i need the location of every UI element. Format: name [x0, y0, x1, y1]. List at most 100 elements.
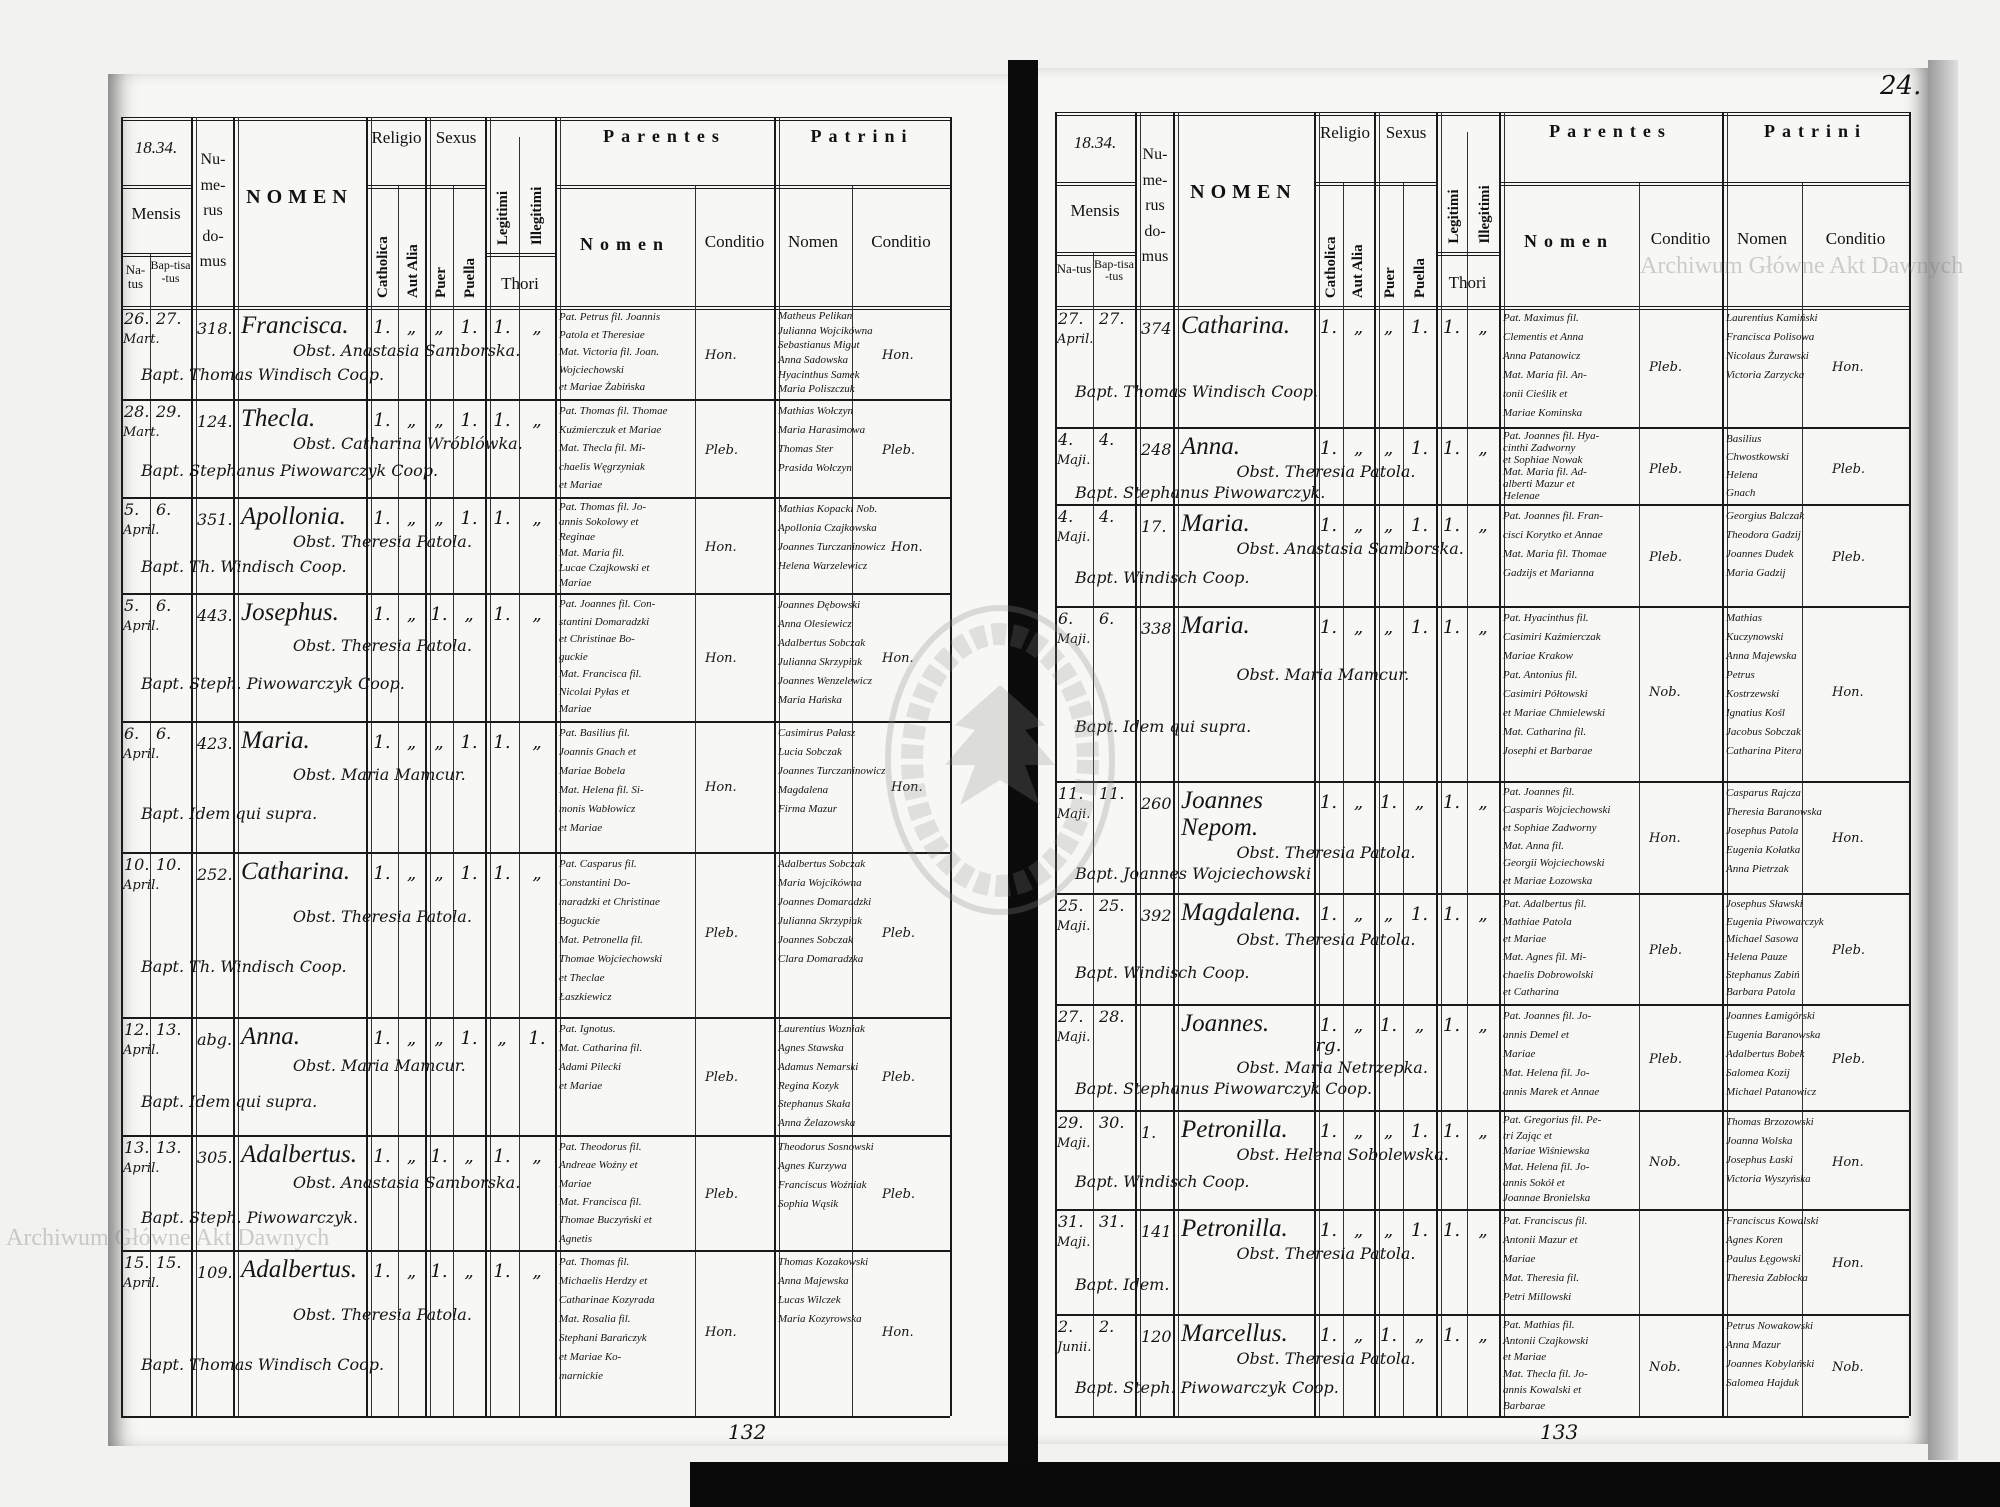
patrini-conditio-header: Conditio: [871, 232, 931, 252]
puer-header: Puer: [1382, 267, 1398, 298]
tally-mark: 1.: [1442, 617, 1461, 638]
child-name: Francisca.: [241, 312, 349, 339]
tally-mark: „: [434, 508, 444, 529]
tally-mark: 1.: [1442, 317, 1461, 338]
parentes-line: annis Kowalski et: [1503, 1383, 1582, 1396]
patrini-line: Nicolaus Żurawski: [1726, 350, 1809, 362]
numerus-domus-value: 338.: [1141, 619, 1177, 638]
mensis-value: Mart.: [123, 425, 160, 440]
tally-mark: „: [1383, 438, 1394, 459]
mensis-value: Maji.: [1057, 1235, 1091, 1250]
parentes-line: Pat. Mathias fil.: [1503, 1319, 1575, 1331]
tally-mark: 1.: [373, 1146, 391, 1167]
tally-mark: „: [1478, 438, 1488, 459]
column-line: [555, 117, 557, 1416]
parentes-line: Pat. Basilius fil.: [559, 727, 630, 739]
patrini-line: Maria Gadzij: [1726, 567, 1786, 579]
column-line: [1178, 112, 1179, 1416]
baptisatus-day: 13.: [156, 1020, 182, 1039]
baptizans-line: Bapt. Th. Windisch Coop.: [141, 956, 347, 976]
tally-mark: 1.: [1410, 617, 1429, 638]
column-line: [1314, 112, 1316, 1416]
scan-background: [690, 1462, 2000, 1507]
column-line: [1055, 112, 1057, 1416]
tally-mark: 1.: [493, 508, 511, 529]
rule-line: [1055, 1209, 1909, 1211]
obstetrix-line: Obst. Maria Netrzepka.: [1236, 1058, 1428, 1077]
parentes-line: Gadzijs et Marianna: [1503, 567, 1595, 579]
parentes-line: et Mariae: [1503, 933, 1547, 946]
obstetrix-line: Obst. Theresia Patola.: [292, 635, 472, 655]
tally-mark: „: [434, 732, 444, 753]
mensis-value: April.: [123, 523, 160, 538]
parentes-line: Pat. Antonius fil.: [1503, 669, 1578, 681]
parentes-line: Lucae Czajkowski et: [559, 561, 650, 574]
parentes-line: annis Demel et: [1503, 1029, 1569, 1041]
patrini-line: Thomas Kozakowski: [778, 1256, 869, 1268]
illegitimi-header: Illegitimi: [529, 186, 545, 246]
parentes-line: Mat. Anna fil.: [1503, 839, 1564, 852]
parentes-line: Mat. Thecla fil. Jo-: [1503, 1367, 1588, 1380]
tally-mark: 1.: [373, 1028, 391, 1049]
parentes-line: Helenae: [1503, 490, 1540, 502]
parentes-line: Josephi et Barbarae: [1503, 745, 1593, 757]
patrini-line: Anna Żelazowska: [778, 1117, 856, 1130]
mensis-value: April.: [123, 1161, 160, 1176]
mensis-value: Maji.: [1057, 919, 1091, 934]
tally-mark: „: [532, 604, 542, 625]
patrini-conditio: Hon.: [1832, 684, 1864, 700]
tally-mark: „: [1353, 438, 1364, 459]
baptizans-line: Bapt. Thomas Windisch Coop.: [141, 364, 385, 384]
natus-day: 26.: [124, 309, 150, 328]
parentes-line: Pat. Thomas fil.: [559, 1256, 630, 1268]
patrini-line: Helena Warzelewicz: [778, 560, 868, 572]
baptizans-line: Bapt. Stephanus Piwowarczyk.: [1075, 483, 1326, 502]
patrini-line: Agnes Stawska: [778, 1041, 844, 1054]
rule-line: [121, 117, 950, 121]
religio-header: Religio: [1319, 123, 1371, 142]
column-line: [779, 117, 780, 1416]
patrini-line: Helena Pauze: [1726, 951, 1788, 963]
patrini-line: Clara Domaradzka: [778, 953, 864, 965]
obstetrix-line: Obst. Theresia Patola.: [1236, 1244, 1416, 1263]
tally-mark: „: [434, 410, 444, 431]
patrini-line: Anna Majewska: [1726, 650, 1797, 662]
baptizans-line: Bapt. Th. Windisch Coop.: [141, 557, 347, 577]
parentes-line: annis Marek et Annae: [1503, 1086, 1600, 1098]
patrini-line: Joannes Turczaninowicz: [778, 541, 886, 553]
patrini-line: Michael Sasowa: [1726, 933, 1799, 946]
rule-line: [774, 185, 950, 190]
archive-watermark-left: Archiwum Główne Akt Dawnych: [6, 1225, 330, 1251]
parentes-line: Thomae Wojciechowski: [559, 953, 663, 965]
tally-mark: 1.: [430, 1261, 448, 1282]
rule-line: [1055, 1416, 1909, 1418]
baptizans-line: Bapt. Stephanus Piwowarczyk Coop.: [1075, 1079, 1373, 1098]
patrini-line: Laurentius Wozniak: [778, 1023, 865, 1035]
tally-mark: „: [464, 1146, 474, 1167]
patrini-line: Thomas Brzozowski: [1726, 1116, 1814, 1128]
legitimi-header: Legitimi: [1446, 189, 1462, 244]
patrini-conditio: Hon.: [1832, 1256, 1864, 1272]
mensis-value: April.: [1057, 332, 1094, 347]
column-line: [1436, 112, 1438, 1416]
tally-mark: 1.: [1410, 438, 1429, 459]
child-name: Catharina.: [1181, 312, 1291, 339]
mensis-value: Maji.: [1057, 1030, 1091, 1045]
tally-mark: 1.: [1319, 1121, 1338, 1142]
parentes-line: Mariae Kominska: [1503, 407, 1583, 419]
parentes-line: Mat. Petronella fil.: [559, 934, 643, 946]
patrini-conditio: Pleb.: [882, 1070, 916, 1086]
numerus-domus-value: 248.: [1141, 440, 1177, 459]
rule-line: [1055, 781, 1909, 783]
parentes-line: cinthi Zadworny: [1503, 442, 1576, 454]
baptizans-line: Bapt. Idem qui supra.: [141, 803, 318, 823]
tally-mark: „: [406, 317, 417, 338]
tally-mark: 1.: [1319, 617, 1338, 638]
tally-mark: „: [1353, 792, 1364, 813]
natus-day: 13.: [124, 1138, 150, 1157]
patrini-line: Helena: [1726, 469, 1758, 481]
tally-mark: 1.: [373, 863, 391, 884]
tally-mark: 1. rg.: [1315, 1015, 1342, 1056]
patrini-line: Joannes Dudek: [1726, 548, 1794, 560]
parentes-line: Georgii Wojciechowski: [1503, 857, 1605, 870]
